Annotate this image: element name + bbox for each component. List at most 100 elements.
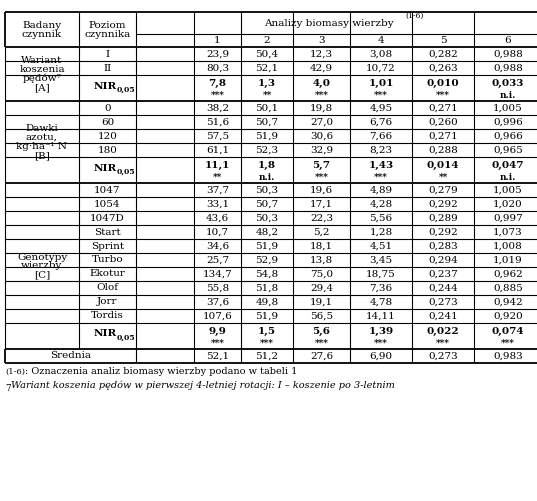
Text: 61,1: 61,1 <box>206 145 229 154</box>
Text: 0,271: 0,271 <box>428 131 458 140</box>
Text: 0,273: 0,273 <box>428 352 458 361</box>
Text: 3,08: 3,08 <box>369 50 393 59</box>
Text: 0,283: 0,283 <box>428 241 458 250</box>
Text: 0,033: 0,033 <box>492 79 524 88</box>
Text: koszenia: koszenia <box>19 65 65 74</box>
Text: 0,292: 0,292 <box>428 199 458 208</box>
Text: ***: *** <box>315 339 329 348</box>
Text: 51,9: 51,9 <box>256 241 279 250</box>
Text: 6,76: 6,76 <box>369 118 393 126</box>
Text: 56,5: 56,5 <box>310 312 333 321</box>
Text: Turbo: Turbo <box>92 256 124 265</box>
Text: 57,5: 57,5 <box>206 131 229 140</box>
Text: Dawki: Dawki <box>26 124 59 133</box>
Text: 0,983: 0,983 <box>493 352 523 361</box>
Text: 0,260: 0,260 <box>428 118 458 126</box>
Text: 19,1: 19,1 <box>310 298 333 307</box>
Text: 6,90: 6,90 <box>369 352 393 361</box>
Text: 37,7: 37,7 <box>206 185 229 194</box>
Text: 50,7: 50,7 <box>256 118 279 126</box>
Text: Średnia: Średnia <box>50 352 91 361</box>
Text: 0,05: 0,05 <box>117 86 135 94</box>
Text: : Oznaczenia analiz biomasy wierzby podano w tabeli 1: : Oznaczenia analiz biomasy wierzby poda… <box>25 368 297 376</box>
Text: 0,273: 0,273 <box>428 298 458 307</box>
Text: 1054: 1054 <box>95 199 121 208</box>
Text: 134,7: 134,7 <box>202 270 233 279</box>
Text: Tordis: Tordis <box>91 312 124 321</box>
Text: 4,95: 4,95 <box>369 104 393 113</box>
Text: 55,8: 55,8 <box>206 284 229 293</box>
Text: Wariant koszenia pędów w pierwszej 4-letniej rotacji: I – koszenie po 3-letnim: Wariant koszenia pędów w pierwszej 4-let… <box>11 380 395 390</box>
Text: 52,1: 52,1 <box>256 64 279 73</box>
Text: Jorr: Jorr <box>97 298 118 307</box>
Text: Sprint: Sprint <box>91 241 124 250</box>
Text: 17,1: 17,1 <box>310 199 333 208</box>
Text: 27,0: 27,0 <box>310 118 333 126</box>
Text: ***: *** <box>436 91 450 100</box>
Text: 30,6: 30,6 <box>310 131 333 140</box>
Text: ***: *** <box>315 91 329 100</box>
Text: (1-6): (1-6) <box>5 368 25 376</box>
Text: ***: *** <box>501 339 515 348</box>
Text: 120: 120 <box>98 131 118 140</box>
Text: 0,885: 0,885 <box>493 284 523 293</box>
Text: ***: *** <box>374 339 388 348</box>
Text: czynnika: czynnika <box>84 30 130 39</box>
Text: 7,66: 7,66 <box>369 131 393 140</box>
Text: 5,6: 5,6 <box>313 327 330 336</box>
Text: Wariant: Wariant <box>21 56 63 65</box>
Text: ***: *** <box>260 339 274 348</box>
Text: 0,010: 0,010 <box>427 79 459 88</box>
Text: 9,9: 9,9 <box>208 327 227 336</box>
Text: 4,51: 4,51 <box>369 241 393 250</box>
Text: 0,942: 0,942 <box>493 298 523 307</box>
Text: 4,89: 4,89 <box>369 185 393 194</box>
Text: 0,244: 0,244 <box>428 284 458 293</box>
Text: 0,022: 0,022 <box>427 327 459 336</box>
Text: 0,05: 0,05 <box>117 334 135 342</box>
Text: 4: 4 <box>378 36 384 45</box>
Text: 0,014: 0,014 <box>427 160 459 169</box>
Text: 18,1: 18,1 <box>310 241 333 250</box>
Text: 22,3: 22,3 <box>310 213 333 222</box>
Text: 13,8: 13,8 <box>310 256 333 265</box>
Text: 52,1: 52,1 <box>206 352 229 361</box>
Text: [C]: [C] <box>34 271 50 280</box>
Text: 43,6: 43,6 <box>206 213 229 222</box>
Text: 52,3: 52,3 <box>256 145 279 154</box>
Text: 1,020: 1,020 <box>493 199 523 208</box>
Text: Analizy biomasy wierzby: Analizy biomasy wierzby <box>264 19 394 28</box>
Text: (1-6): (1-6) <box>405 12 423 20</box>
Text: NIR: NIR <box>94 82 117 91</box>
Text: [A]: [A] <box>34 83 50 92</box>
Text: 14,11: 14,11 <box>366 312 396 321</box>
Text: 0,996: 0,996 <box>493 118 523 126</box>
Text: 75,0: 75,0 <box>310 270 333 279</box>
Text: 10,7: 10,7 <box>206 227 229 236</box>
Text: 10,72: 10,72 <box>366 64 396 73</box>
Text: 0,965: 0,965 <box>493 145 523 154</box>
Text: 3,45: 3,45 <box>369 256 393 265</box>
Text: 19,6: 19,6 <box>310 185 333 194</box>
Text: czynnik: czynnik <box>22 30 62 39</box>
Text: Olof: Olof <box>97 284 119 293</box>
Text: 29,4: 29,4 <box>310 284 333 293</box>
Text: 51,8: 51,8 <box>256 284 279 293</box>
Text: 42,9: 42,9 <box>310 64 333 73</box>
Text: 0,966: 0,966 <box>493 131 523 140</box>
Text: 0,237: 0,237 <box>428 270 458 279</box>
Text: 1,28: 1,28 <box>369 227 393 236</box>
Text: 0,292: 0,292 <box>428 227 458 236</box>
Text: 0,05: 0,05 <box>117 167 135 175</box>
Text: n.i.: n.i. <box>259 172 275 181</box>
Text: 0,241: 0,241 <box>428 312 458 321</box>
Text: [B]: [B] <box>34 151 50 160</box>
Text: 54,8: 54,8 <box>256 270 279 279</box>
Text: Genotypy: Genotypy <box>17 253 67 262</box>
Text: 18,75: 18,75 <box>366 270 396 279</box>
Text: 1,005: 1,005 <box>493 185 523 194</box>
Text: 34,6: 34,6 <box>206 241 229 250</box>
Text: 1,01: 1,01 <box>368 79 394 88</box>
Text: azotu,: azotu, <box>26 133 58 142</box>
Text: 51,2: 51,2 <box>256 352 279 361</box>
